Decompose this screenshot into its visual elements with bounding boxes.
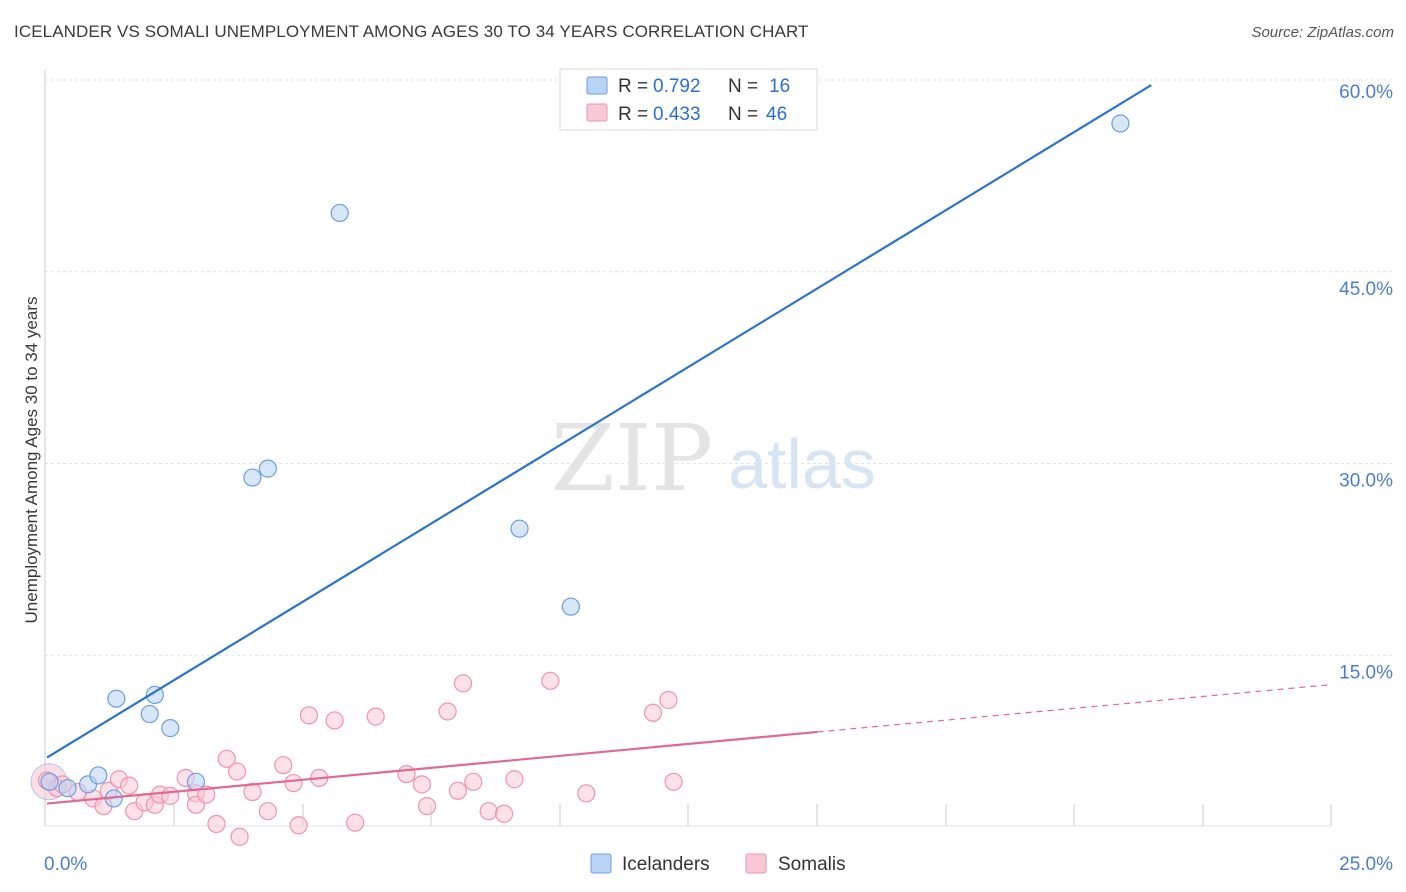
point-somalis — [289, 816, 308, 835]
point-icelanders — [89, 766, 108, 785]
data-points — [30, 114, 1130, 846]
bottom-legend-swatch-icelanders — [590, 853, 612, 874]
point-somalis — [541, 671, 560, 690]
point-somalis — [258, 802, 277, 821]
point-icelanders — [107, 689, 126, 708]
point-somalis — [479, 802, 498, 821]
point-icelanders — [161, 719, 180, 738]
legend-swatch-icelanders — [586, 76, 608, 95]
point-somalis — [161, 786, 180, 805]
point-somalis — [505, 770, 524, 789]
watermark-zip: ZIP — [551, 405, 713, 512]
point-icelanders — [186, 772, 206, 791]
point-somalis — [495, 804, 514, 823]
grid-lines — [45, 79, 1395, 656]
legend-n-value-icelanders: 16 — [769, 76, 790, 97]
bottom-legend-somalis: Somalis — [778, 854, 846, 875]
point-icelanders — [510, 519, 529, 538]
legend-r-label-somalis: R = — [618, 104, 648, 125]
watermark-atlas: atlas — [728, 425, 876, 503]
legend-r-value-somalis: 0.433 — [653, 104, 701, 125]
point-somalis — [217, 749, 236, 768]
watermark: ZIP atlas — [551, 405, 876, 512]
legend-swatch-somalis — [586, 103, 608, 122]
chart-title: ICELANDER VS SOMALI UNEMPLOYMENT AMONG A… — [14, 22, 809, 41]
legend-r-label-icelanders: R = — [618, 76, 648, 97]
series-legend: Icelanders Somalis — [590, 853, 846, 875]
point-somalis — [577, 784, 596, 803]
point-icelanders — [58, 779, 77, 798]
point-icelanders — [1111, 114, 1130, 133]
trend-line-somalis — [46, 730, 818, 805]
legend-n-label-somalis: N = — [728, 104, 758, 125]
point-icelanders — [145, 685, 164, 704]
point-somalis — [417, 796, 437, 816]
point-somalis — [207, 814, 226, 834]
point-somalis — [453, 674, 473, 693]
source-credit: Source: ZipAtlas.com — [1251, 24, 1394, 41]
x-tick-label: 25.0% — [1339, 854, 1393, 875]
point-somalis — [448, 781, 467, 800]
point-somalis — [438, 702, 457, 721]
point-somalis — [346, 813, 365, 832]
y-tick-label: 60.0% — [1339, 82, 1393, 103]
point-icelanders — [243, 468, 262, 487]
legend-n-label-icelanders: N = — [728, 76, 758, 97]
point-somalis — [464, 772, 483, 791]
point-icelanders — [561, 597, 580, 616]
point-somalis — [643, 703, 663, 722]
point-somalis — [120, 776, 139, 795]
point-icelanders — [258, 459, 277, 478]
point-somalis — [325, 711, 344, 730]
point-somalis — [299, 706, 319, 725]
point-somalis — [659, 690, 678, 710]
trend-line-somalis-extension — [817, 684, 1332, 733]
point-somalis — [284, 773, 303, 793]
point-somalis — [664, 772, 683, 791]
bottom-legend-icelanders: Icelanders — [622, 854, 710, 875]
legend-r-value-icelanders: 0.792 — [653, 76, 701, 97]
correlation-legend: R = 0.792 N = 16 R = 0.433 N = 46 — [559, 68, 818, 131]
point-somalis — [227, 762, 247, 781]
point-somalis — [412, 775, 432, 794]
trend-line-icelanders — [46, 84, 1152, 759]
x-tick-label: 0.0% — [44, 854, 87, 875]
y-tick-label: 15.0% — [1339, 662, 1393, 683]
bottom-legend-swatch-somalis — [745, 853, 767, 874]
point-somalis — [366, 707, 385, 726]
trend-lines — [46, 84, 1332, 805]
legend-n-value-somalis: 46 — [766, 104, 787, 125]
tick-labels: 15.0% 30.0% 45.0% 60.0% 0.0% 25.0% — [44, 82, 1393, 875]
point-somalis — [397, 765, 416, 784]
point-somalis — [230, 827, 249, 846]
point-somalis — [274, 756, 293, 775]
point-icelanders — [330, 203, 349, 223]
y-tick-label: 30.0% — [1339, 471, 1393, 492]
point-somalis — [197, 785, 216, 804]
point-icelanders — [140, 704, 159, 724]
point-icelanders — [40, 772, 59, 791]
y-tick-label: 45.0% — [1339, 279, 1393, 300]
